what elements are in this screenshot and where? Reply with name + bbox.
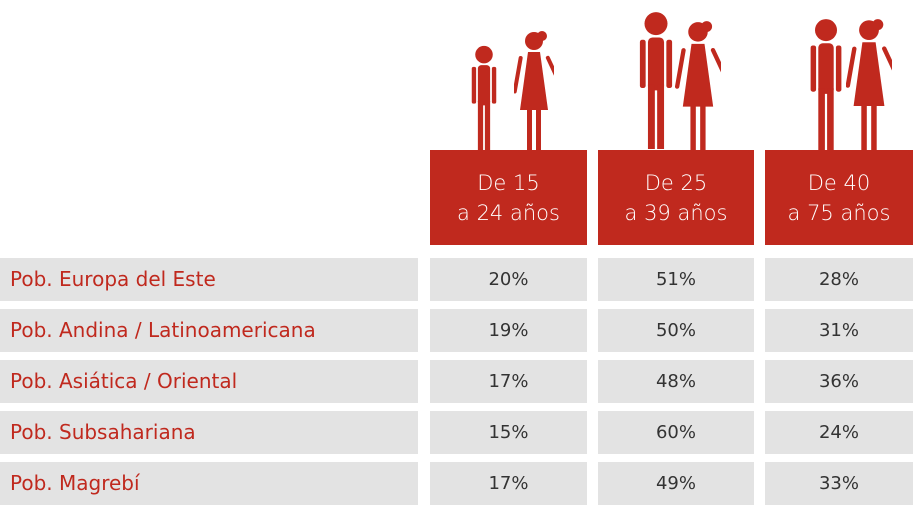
cell: 24% (765, 411, 913, 454)
cell: 28% (765, 258, 913, 301)
cell: 51% (598, 258, 754, 301)
row-label: Pob. Europa del Este (0, 258, 418, 301)
cell: 20% (430, 258, 587, 301)
cell: 49% (598, 462, 754, 505)
row-label: Pob. Asiática / Oriental (0, 360, 418, 403)
row-label: Pob. Subsahariana (0, 411, 418, 454)
figure-woman (675, 21, 721, 150)
row-label: Pob. Magrebí (0, 462, 418, 505)
cell: 36% (765, 360, 913, 403)
figure-man (810, 19, 842, 150)
header-line: De 40 (807, 170, 871, 195)
header-line: De 25 (644, 170, 708, 195)
cell: 60% (598, 411, 754, 454)
figure-woman (514, 31, 554, 150)
column-header: De 25 a 39 años (598, 150, 754, 245)
figures (471, 12, 892, 150)
cell: 17% (430, 462, 587, 505)
cell: 33% (765, 462, 913, 505)
cell: 15% (430, 411, 587, 454)
row-label: Pob. Andina / Latinoamericana (0, 309, 418, 352)
header-line: De 15 (477, 170, 540, 195)
cell: 50% (598, 309, 754, 352)
cell: 48% (598, 360, 754, 403)
cell: 17% (430, 360, 587, 403)
figure-man (471, 45, 497, 150)
header-line: a 24 años (457, 200, 560, 225)
cell: 19% (430, 309, 587, 352)
figure-woman (846, 19, 892, 150)
column-header: De 40 a 75 años (765, 150, 913, 245)
header-line: a 75 años (787, 200, 891, 225)
header-line: a 39 años (624, 200, 728, 225)
figure-man (639, 12, 673, 150)
cell: 31% (765, 309, 913, 352)
column-header: De 15 a 24 años (430, 150, 587, 245)
